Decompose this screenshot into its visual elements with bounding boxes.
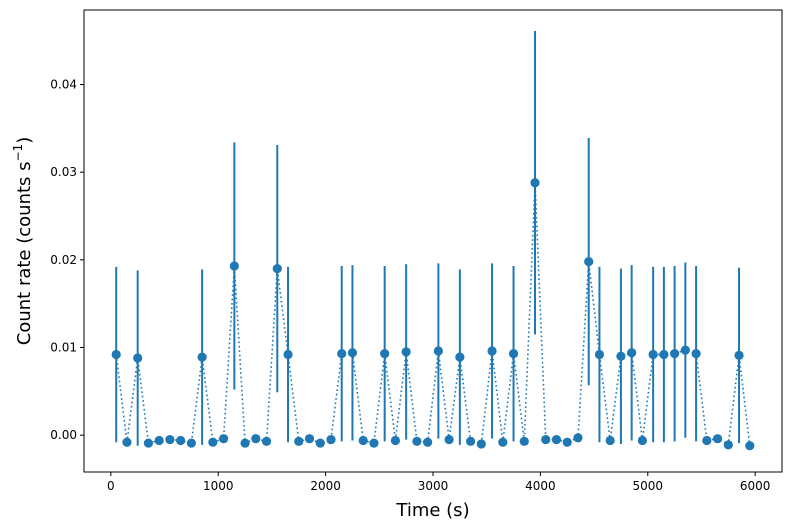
data-point [208, 437, 218, 447]
data-point [272, 264, 282, 274]
data-point [390, 435, 401, 446]
data-point [380, 349, 390, 359]
x-tick-label: 3000 [418, 479, 449, 493]
data-point [347, 348, 358, 358]
data-point [551, 434, 562, 445]
data-point [369, 438, 379, 448]
data-point [143, 438, 154, 448]
x-tick-label: 4000 [525, 479, 556, 493]
x-tick-label: 0 [107, 479, 115, 493]
y-axis-ticks: 0.00 0.01 0.02 0.03 0.04 [50, 78, 84, 442]
x-tick-label: 6000 [740, 479, 771, 493]
data-point [573, 433, 583, 443]
y-tick-label: 0.04 [50, 78, 77, 92]
data-point [219, 434, 229, 444]
data-point [637, 435, 648, 446]
data-point [294, 436, 304, 446]
x-axis-label: Time (s) [395, 500, 469, 521]
data-point [251, 434, 261, 444]
y-axis-label: Count rate (counts s−1) [11, 137, 35, 345]
data-point [680, 345, 690, 355]
data-point [541, 434, 551, 445]
data-point [712, 434, 723, 444]
data-point [594, 349, 605, 360]
data-point [455, 352, 465, 362]
data-point [465, 436, 476, 446]
data-point [487, 346, 497, 356]
data-point [165, 434, 175, 445]
data-point [229, 261, 239, 271]
data-point [648, 349, 658, 360]
data-point [358, 435, 368, 446]
data-point [734, 350, 744, 361]
data-point [702, 435, 712, 446]
data-point [530, 178, 540, 188]
data-point [723, 440, 733, 450]
y-axis-label-close: ) [14, 137, 35, 144]
data-point [444, 434, 454, 445]
data-point [176, 435, 186, 446]
data-point [337, 349, 347, 359]
data-point [616, 351, 626, 361]
data-point [412, 436, 422, 446]
x-tick-label: 5000 [632, 479, 663, 493]
data-point [519, 436, 529, 446]
data-point [315, 438, 325, 448]
data-point [401, 347, 411, 357]
data-point [691, 349, 701, 359]
x-axis-ticks: 0 1000 2000 3000 4000 5000 6000 [107, 472, 770, 493]
data-point [133, 353, 143, 363]
y-tick-label: 0.03 [50, 165, 77, 179]
data-point [283, 349, 293, 360]
x-tick-label: 2000 [310, 479, 341, 493]
data-point [154, 435, 164, 446]
data-point [745, 441, 755, 451]
y-tick-label: 0.00 [50, 428, 77, 442]
data-markers [111, 178, 755, 451]
data-point [508, 349, 519, 359]
series-line [115, 182, 751, 447]
y-tick-label: 0.01 [50, 341, 77, 355]
data-point [584, 257, 594, 267]
data-point [423, 437, 433, 447]
data-point [562, 437, 572, 447]
data-point [122, 437, 132, 447]
data-point [476, 439, 486, 449]
data-point [197, 352, 207, 362]
data-point [304, 434, 315, 444]
error-bars [115, 31, 741, 446]
data-point [433, 346, 443, 356]
data-point [240, 438, 250, 448]
data-point [186, 438, 196, 448]
y-tick-label: 0.02 [50, 253, 77, 267]
data-point [111, 349, 121, 360]
y-axis-label-main: Count rate (counts s [14, 161, 35, 345]
data-point [627, 348, 637, 358]
x-tick-label: 1000 [203, 479, 234, 493]
data-point [670, 349, 680, 359]
data-point [326, 434, 336, 445]
y-axis-label-exponent: −1 [11, 144, 25, 162]
data-point [261, 436, 272, 446]
data-point [659, 349, 669, 360]
data-point [605, 435, 615, 446]
connecting-line-group [115, 182, 751, 447]
data-point [498, 437, 508, 447]
